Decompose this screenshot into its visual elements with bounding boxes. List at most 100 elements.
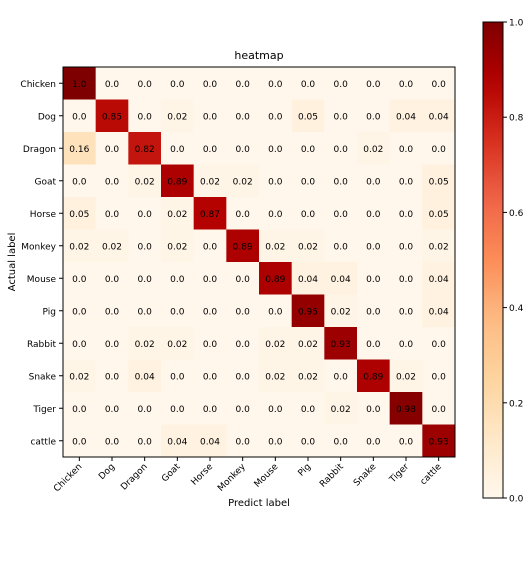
cell-value-label: 0.0 xyxy=(268,437,283,447)
heatmap-cell xyxy=(259,294,293,328)
cell-value-label: 0.0 xyxy=(236,372,251,382)
colorbar-tick-label: 1.0 xyxy=(509,19,524,29)
heatmap-cell xyxy=(161,424,195,458)
heatmap-cell xyxy=(291,392,325,425)
cell-value-label: 0.0 xyxy=(138,275,153,285)
heatmap-cell xyxy=(226,229,260,263)
heatmap-cell xyxy=(63,229,97,263)
heatmap-cell xyxy=(161,99,195,133)
heatmap-cell xyxy=(63,197,97,230)
cell-value-label: 0.0 xyxy=(236,340,251,350)
x-tick-label: cattle xyxy=(419,462,444,487)
heatmap-cell xyxy=(259,229,293,263)
heatmap-cell xyxy=(161,392,195,425)
heatmap-cell xyxy=(63,99,97,133)
y-tick-label: Monkey xyxy=(21,242,56,252)
heatmap-cell xyxy=(128,424,162,458)
cell-value-label: 0.02 xyxy=(167,242,187,252)
cell-value-label: 0.93 xyxy=(429,437,449,447)
heatmap-cell xyxy=(422,132,456,165)
cell-value-label: 0.95 xyxy=(298,307,318,317)
cell-value-label: 0.0 xyxy=(268,210,283,220)
heatmap-cell xyxy=(193,99,227,133)
heatmap-cell xyxy=(389,294,423,328)
heatmap-cell xyxy=(324,359,358,393)
heatmap-cell xyxy=(161,132,195,165)
heatmap-cell xyxy=(63,164,97,198)
cell-value-label: 0.0 xyxy=(72,112,87,122)
cell-value-label: 0.04 xyxy=(135,372,155,382)
cell-value-label: 0.0 xyxy=(432,372,447,382)
heatmap-cell xyxy=(226,294,260,328)
heatmap-cell xyxy=(259,164,293,198)
cell-value-label: 0.05 xyxy=(429,177,449,187)
colorbar-tick-label: 0.0 xyxy=(509,495,524,505)
cell-value-label: 0.0 xyxy=(366,210,381,220)
cell-value-label: 0.02 xyxy=(298,242,318,252)
heatmap-cell xyxy=(324,67,358,100)
heatmap-cell xyxy=(324,392,358,425)
y-tick-label: Chicken xyxy=(20,80,56,90)
heatmap-cell xyxy=(95,67,129,100)
heatmap-cell xyxy=(128,99,162,133)
heatmap-cell xyxy=(193,294,227,328)
cell-value-label: 0.0 xyxy=(203,242,218,252)
x-tick-label: Chicken xyxy=(52,462,84,494)
heatmap-cell xyxy=(95,327,129,360)
cell-value-label: 1.0 xyxy=(72,80,87,90)
cell-value-label: 0.0 xyxy=(105,210,120,220)
cell-value-label: 0.0 xyxy=(301,80,316,90)
heatmap-cell xyxy=(357,392,391,425)
heatmap-cell xyxy=(324,262,358,295)
heatmap-cell xyxy=(291,67,325,100)
heatmap-cell xyxy=(422,392,456,425)
heatmap-cell xyxy=(95,132,129,165)
cell-value-label: 0.0 xyxy=(268,112,283,122)
heatmap-cell xyxy=(128,132,162,165)
cell-value-label: 0.0 xyxy=(203,372,218,382)
cell-value-label: 0.05 xyxy=(429,210,449,220)
heatmap-cell xyxy=(422,67,456,100)
cell-value-label: 0.0 xyxy=(366,80,381,90)
cell-value-label: 0.0 xyxy=(268,307,283,317)
cell-value-label: 0.04 xyxy=(396,112,416,122)
cell-value-label: 0.0 xyxy=(138,242,153,252)
cell-value-label: 0.0 xyxy=(236,437,251,447)
heatmap-cell xyxy=(259,197,293,230)
cell-value-label: 0.0 xyxy=(399,437,414,447)
cell-value-label: 0.02 xyxy=(265,242,285,252)
heatmap-cell xyxy=(389,164,423,198)
cell-value-label: 0.0 xyxy=(203,112,218,122)
x-tick-label: Tiger xyxy=(387,462,411,486)
cell-value-label: 0.0 xyxy=(399,177,414,187)
cell-value-label: 0.0 xyxy=(399,340,414,350)
heatmap-cell xyxy=(226,327,260,360)
cell-value-label: 0.0 xyxy=(334,242,349,252)
x-tick-label: Pig xyxy=(297,462,314,479)
cell-value-label: 0.0 xyxy=(105,275,120,285)
heatmap-cell xyxy=(357,164,391,198)
x-tick-label: Horse xyxy=(190,462,216,488)
heatmap-cell xyxy=(259,392,293,425)
chart-title: heatmap xyxy=(234,49,283,62)
heatmap-cell xyxy=(128,327,162,360)
cell-value-label: 0.0 xyxy=(105,307,120,317)
heatmap-cell xyxy=(389,132,423,165)
heatmap-cell xyxy=(128,359,162,393)
colorbar-tick-label: 0.4 xyxy=(509,304,524,314)
heatmap-cell xyxy=(193,132,227,165)
heatmap-cell xyxy=(389,229,423,263)
heatmap-cell xyxy=(63,392,97,425)
heatmap-cell xyxy=(259,99,293,133)
cell-value-label: 0.0 xyxy=(170,372,185,382)
cell-value-label: 0.0 xyxy=(366,437,381,447)
heatmap-cell xyxy=(161,197,195,230)
colorbar-tick-label: 0.8 xyxy=(509,114,524,124)
heatmap-cell xyxy=(357,99,391,133)
y-tick-label: Dog xyxy=(38,112,56,122)
heatmap-cell xyxy=(357,424,391,458)
heatmap-cell xyxy=(95,164,129,198)
cell-value-label: 0.05 xyxy=(298,112,318,122)
heatmap-cell xyxy=(226,99,260,133)
